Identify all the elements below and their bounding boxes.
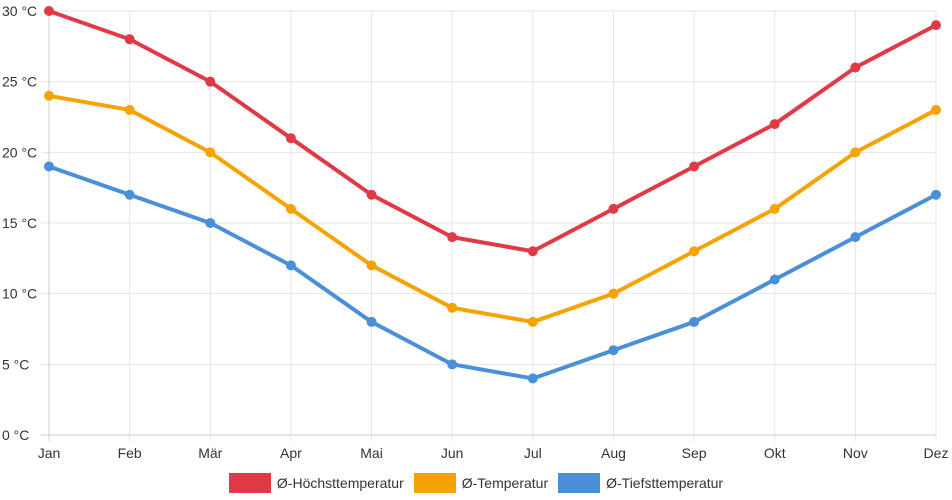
y-tick-label: 25 °C bbox=[2, 74, 37, 90]
legend-label-min: Ø-Tiefsttemperatur bbox=[606, 475, 724, 491]
data-point-1 bbox=[689, 246, 700, 257]
data-point-1 bbox=[447, 302, 458, 313]
legend-swatch-max bbox=[228, 473, 271, 493]
series-line-1 bbox=[47, 93, 938, 324]
data-point-0 bbox=[124, 34, 135, 45]
data-point-2 bbox=[44, 161, 54, 172]
x-tick-label: Sep bbox=[682, 445, 707, 461]
data-point-0 bbox=[931, 20, 941, 31]
legend-label-avg: Ø-Temperatur bbox=[461, 475, 549, 491]
data-point-1 bbox=[527, 316, 538, 327]
data-point-1 bbox=[769, 203, 780, 214]
data-point-2 bbox=[447, 359, 458, 370]
x-tick-label: Jan bbox=[38, 445, 61, 461]
data-point-2 bbox=[931, 189, 941, 200]
x-tick-label: Feb bbox=[118, 445, 142, 461]
data-point-0 bbox=[285, 133, 296, 144]
series-line-2 bbox=[47, 164, 938, 381]
data-point-0 bbox=[366, 189, 377, 200]
legend-item-min[interactable]: Ø-Tiefsttemperatur bbox=[558, 473, 723, 493]
data-point-2 bbox=[769, 274, 780, 285]
data-point-1 bbox=[931, 104, 941, 115]
legend-item-avg[interactable]: Ø-Temperatur bbox=[413, 473, 549, 493]
data-point-2 bbox=[850, 232, 861, 243]
x-tick-label: Apr bbox=[280, 445, 302, 461]
data-point-1 bbox=[608, 288, 619, 299]
x-tick-label: Aug bbox=[601, 445, 626, 461]
data-point-0 bbox=[608, 203, 619, 214]
data-point-1 bbox=[285, 203, 296, 214]
y-tick-label: 5 °C bbox=[2, 356, 29, 372]
legend-swatch-avg bbox=[413, 473, 456, 493]
y-tick-label: 30 °C bbox=[2, 3, 37, 19]
x-tick-label: Mai bbox=[360, 445, 383, 461]
data-point-1 bbox=[205, 147, 216, 158]
data-point-0 bbox=[850, 62, 861, 73]
data-point-1 bbox=[124, 104, 135, 115]
data-point-0 bbox=[689, 161, 700, 172]
y-tick-label: 20 °C bbox=[2, 144, 37, 160]
data-point-1 bbox=[44, 90, 54, 101]
data-point-0 bbox=[769, 119, 780, 130]
x-tick-label: Mär bbox=[198, 445, 222, 461]
legend-label-max: Ø-Höchsttemperatur bbox=[276, 475, 404, 491]
x-tick-label: Jul bbox=[524, 445, 542, 461]
y-tick-label: 0 °C bbox=[2, 427, 29, 443]
y-tick-label: 15 °C bbox=[2, 215, 37, 231]
data-point-2 bbox=[689, 316, 700, 327]
legend-swatch-min bbox=[558, 473, 601, 493]
y-tick-label: 10 °C bbox=[2, 286, 37, 302]
data-point-1 bbox=[850, 147, 861, 158]
data-point-2 bbox=[205, 218, 216, 228]
data-point-0 bbox=[205, 76, 216, 87]
data-point-2 bbox=[366, 316, 377, 327]
legend-item-max[interactable]: Ø-Höchsttemperatur bbox=[228, 473, 404, 493]
x-tick-label: Okt bbox=[764, 445, 786, 461]
data-point-2 bbox=[608, 345, 619, 356]
series-line-0 bbox=[47, 9, 938, 254]
x-tick-label: Nov bbox=[843, 445, 868, 461]
chart-legend: Ø-Höchsttemperatur Ø-Temperatur Ø-Tiefst… bbox=[0, 472, 952, 494]
data-point-0 bbox=[44, 6, 54, 16]
data-point-2 bbox=[124, 189, 135, 200]
data-point-2 bbox=[285, 260, 296, 271]
x-tick-label: Jun bbox=[441, 445, 464, 461]
data-point-1 bbox=[366, 260, 377, 271]
data-point-0 bbox=[447, 232, 458, 243]
x-tick-label: Dez bbox=[924, 445, 949, 461]
chart-plot: 0 °C 5 °C 10 °C 15 °C 20 °C 25 °C 30 °C Jan Feb M… bbox=[2, 3, 949, 461]
data-point-2 bbox=[527, 373, 538, 384]
data-point-0 bbox=[527, 246, 538, 257]
